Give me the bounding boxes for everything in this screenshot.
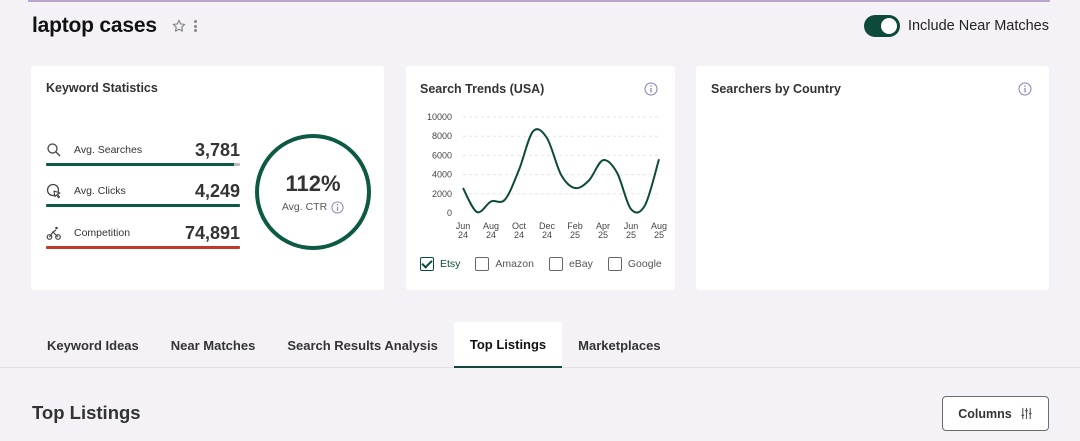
stat-competition: Competition 74,891 bbox=[46, 221, 240, 249]
y-tick-label: 6000 bbox=[432, 150, 452, 160]
y-tick-label: 0 bbox=[447, 208, 452, 218]
stat-bar bbox=[46, 246, 240, 249]
sliders-icon bbox=[1021, 407, 1032, 420]
info-icon[interactable] bbox=[1018, 82, 1032, 96]
x-tick-label: Aug 25 bbox=[651, 221, 667, 240]
search-trends-chart: 0 2000 4000 6000 8000 10000 Jun 24 Aug 24 Oct 24 Dec… bbox=[427, 112, 667, 240]
columns-button[interactable]: Columns bbox=[942, 396, 1049, 431]
include-near-matches-toggle[interactable] bbox=[863, 15, 900, 37]
y-tick-label: 8000 bbox=[432, 131, 452, 141]
ctr-label-wrap: Avg. CTR bbox=[281, 200, 344, 214]
card-title: Search Trends (USA) bbox=[420, 82, 545, 96]
legend-etsy[interactable]: Etsy bbox=[420, 257, 460, 271]
page-title: laptop cases bbox=[32, 14, 157, 37]
stat-value: 3,781 bbox=[194, 139, 240, 160]
tab-search-results-analysis[interactable]: Search Results Analysis bbox=[287, 337, 438, 353]
competition-icon bbox=[46, 226, 61, 240]
columns-button-label: Columns bbox=[958, 406, 1012, 421]
star-icon[interactable] bbox=[171, 18, 187, 34]
section-title: Top Listings bbox=[32, 402, 141, 423]
checkbox-etsy[interactable] bbox=[420, 257, 434, 271]
stat-value: 4,249 bbox=[194, 180, 240, 201]
search-icon bbox=[47, 143, 61, 157]
x-tick-label: Jun 24 bbox=[456, 221, 471, 240]
tab-top-listings[interactable]: Top Listings bbox=[453, 322, 563, 368]
x-tick-label: Jun 25 bbox=[624, 221, 639, 240]
tab-near-matches[interactable]: Near Matches bbox=[170, 337, 256, 353]
keyword-statistics-card: Keyword Statistics Avg. Searches 3,781 A… bbox=[31, 66, 384, 290]
searchers-by-country-card: Searchers by Country bbox=[696, 66, 1049, 290]
legend-label: Etsy bbox=[440, 258, 461, 270]
tab-bar: Keyword Ideas Near Matches Search Result… bbox=[32, 322, 677, 368]
stat-bar bbox=[46, 163, 240, 166]
x-tick-label: Oct 24 bbox=[512, 221, 527, 240]
cursor-click-icon bbox=[46, 183, 61, 199]
checkbox-google[interactable] bbox=[607, 257, 622, 271]
stat-value: 74,891 bbox=[184, 222, 240, 243]
info-icon[interactable] bbox=[644, 82, 658, 96]
legend-amazon[interactable]: Amazon bbox=[475, 257, 534, 271]
top-accent-line bbox=[28, 0, 1050, 2]
legend-google[interactable]: Google bbox=[607, 257, 662, 271]
stat-bar bbox=[46, 204, 240, 207]
stat-avg-clicks: Avg. Clicks 4,249 bbox=[46, 179, 240, 207]
legend-ebay[interactable]: eBay bbox=[548, 257, 593, 271]
stat-label: Avg. Searches bbox=[74, 144, 143, 156]
legend-label: Google bbox=[627, 258, 662, 270]
avg-ctr-circle: 112% Avg. CTR bbox=[255, 134, 371, 250]
card-title: Searchers by Country bbox=[711, 82, 841, 96]
legend-label: Amazon bbox=[495, 258, 534, 270]
stat-label: Avg. Clicks bbox=[74, 185, 126, 197]
stat-avg-searches: Avg. Searches 3,781 bbox=[46, 138, 240, 166]
x-tick-label: Dec 24 bbox=[539, 221, 556, 240]
search-trends-card: Search Trends (USA) 0 2000 4000 6000 8000 100… bbox=[406, 66, 675, 290]
x-tick-label: Feb 25 bbox=[567, 221, 583, 240]
ctr-value: 112% bbox=[285, 170, 341, 196]
toggle-label: Include Near Matches bbox=[907, 18, 1049, 34]
y-tick-label: 2000 bbox=[432, 189, 452, 199]
x-tick-label: Apr 25 bbox=[596, 221, 610, 240]
legend-label: eBay bbox=[568, 258, 593, 270]
ctr-label: Avg. CTR bbox=[281, 201, 328, 213]
card-title: Keyword Statistics bbox=[46, 81, 158, 95]
chart-legend: Etsy Amazon eBay Google bbox=[420, 257, 662, 271]
page-header: laptop cases Include Near Matches bbox=[32, 12, 1049, 40]
stat-label: Competition bbox=[74, 227, 131, 239]
near-matches-toggle-wrap: Include Near Matches bbox=[863, 15, 1049, 37]
more-options-icon[interactable] bbox=[193, 18, 199, 34]
y-tick-label: 10000 bbox=[427, 112, 452, 122]
tab-keyword-ideas[interactable]: Keyword Ideas bbox=[47, 337, 139, 353]
x-tick-label: Aug 24 bbox=[483, 221, 499, 240]
series-line-etsy bbox=[462, 128, 660, 214]
checkbox-ebay[interactable] bbox=[548, 257, 563, 271]
tab-marketplaces[interactable]: Marketplaces bbox=[578, 337, 661, 353]
info-icon[interactable] bbox=[331, 200, 344, 214]
checkbox-amazon[interactable] bbox=[475, 257, 490, 271]
y-tick-label: 4000 bbox=[432, 170, 452, 180]
